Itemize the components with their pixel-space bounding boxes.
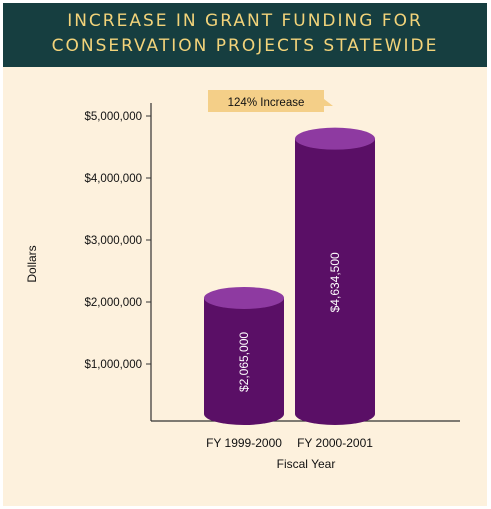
chart-title-line-2: CONSERVATION PROJECTS STATEWIDE (51, 36, 439, 56)
y-axis-title: Dollars (25, 245, 39, 282)
annotation-text: 124% Increase (228, 97, 305, 109)
bar-value-label: $4,634,500 (328, 252, 342, 312)
chart-panel: INCREASE IN GRANT FUNDING FOR CONSERVATI… (3, 3, 487, 506)
annotation-callout (208, 90, 333, 112)
bar-value-label: $2,065,000 (237, 332, 251, 392)
bar-top (295, 127, 375, 150)
bar-chart: $1,000,000 $2,000,000 $3,000,000 $4,000,000… (25, 90, 460, 471)
bar (295, 138, 375, 425)
y-tick-label: $5,000,000 (84, 111, 142, 123)
y-tick-label: $3,000,000 (84, 235, 142, 247)
title-banner: INCREASE IN GRANT FUNDING FOR CONSERVATI… (3, 3, 487, 67)
y-tick-label: $2,000,000 (84, 297, 142, 309)
chart-title-line-1: INCREASE IN GRANT FUNDING FOR (67, 11, 423, 31)
x-tick-label: FY 1999-2000 (206, 436, 282, 450)
y-tick-label: $1,000,000 (84, 359, 142, 371)
x-tick-label: FY 2000-2001 (297, 436, 373, 450)
bar (204, 297, 284, 425)
bar-top (204, 286, 284, 309)
y-tick-label: $4,000,000 (84, 173, 142, 185)
x-axis-title: Fiscal Year (277, 457, 336, 471)
